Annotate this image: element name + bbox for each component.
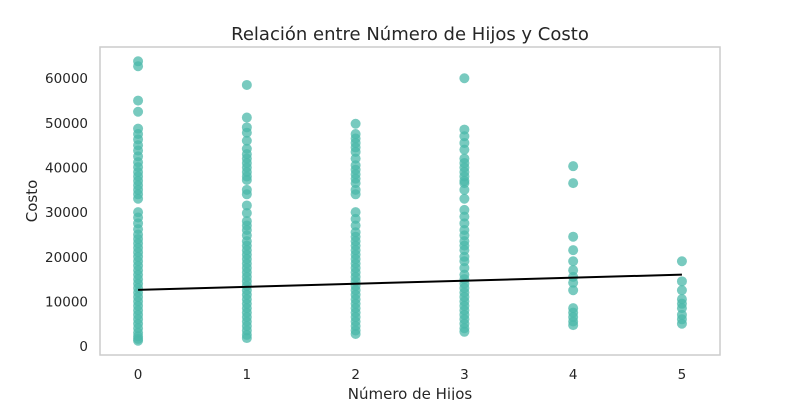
data-point bbox=[133, 106, 144, 117]
x-tick-label: 0 bbox=[134, 367, 143, 383]
data-point bbox=[568, 277, 579, 288]
x-tick-label: 2 bbox=[351, 367, 360, 383]
data-point bbox=[241, 135, 252, 146]
y-tick-label: 10000 bbox=[45, 294, 88, 310]
data-point bbox=[676, 318, 687, 329]
data-point bbox=[241, 79, 252, 90]
data-point bbox=[241, 208, 252, 219]
x-axis-label: Número de Hijos bbox=[348, 385, 473, 400]
data-point bbox=[350, 118, 361, 129]
data-point bbox=[350, 329, 361, 340]
data-point bbox=[676, 285, 687, 296]
data-point bbox=[241, 112, 252, 123]
data-point bbox=[568, 256, 579, 267]
y-tick-label: 50000 bbox=[45, 116, 88, 132]
x-tick-label: 4 bbox=[569, 367, 578, 383]
y-tick-label: 60000 bbox=[45, 71, 88, 87]
chart-title: Relación entre Número de Hijos y Costo bbox=[231, 24, 589, 45]
data-point bbox=[676, 276, 687, 287]
y-tick-label: 0 bbox=[79, 339, 88, 355]
data-point bbox=[676, 256, 687, 267]
data-point bbox=[241, 127, 252, 138]
data-point bbox=[568, 285, 579, 296]
data-point bbox=[459, 73, 470, 84]
data-point bbox=[459, 184, 470, 195]
data-point bbox=[568, 245, 579, 256]
x-axis-ticks: 0 1 2 3 4 5 bbox=[134, 367, 686, 383]
data-point bbox=[133, 335, 144, 346]
regression-line-group bbox=[138, 273, 682, 291]
data-point bbox=[350, 189, 361, 200]
data-point bbox=[568, 178, 579, 189]
data-point bbox=[459, 193, 470, 204]
data-point bbox=[241, 200, 252, 211]
data-point bbox=[568, 231, 579, 242]
y-axis-ticks: 0 10000 20000 30000 40000 50000 60000 bbox=[45, 71, 88, 355]
regression-line bbox=[138, 273, 682, 291]
data-point bbox=[568, 161, 579, 172]
x-tick-label: 5 bbox=[678, 367, 687, 383]
y-tick-label: 40000 bbox=[45, 161, 88, 177]
scatter-points bbox=[133, 56, 687, 346]
data-point bbox=[241, 175, 252, 186]
data-point bbox=[459, 326, 470, 337]
y-axis-label: Costo bbox=[23, 180, 41, 223]
data-point bbox=[133, 61, 144, 72]
y-tick-label: 20000 bbox=[45, 250, 88, 266]
x-tick-label: 3 bbox=[460, 367, 469, 383]
data-point bbox=[133, 193, 144, 204]
data-point bbox=[241, 333, 252, 344]
data-point bbox=[133, 95, 144, 106]
data-point bbox=[459, 144, 470, 155]
data-point bbox=[568, 320, 579, 331]
x-tick-label: 1 bbox=[243, 367, 252, 383]
plot-area-frame bbox=[99, 46, 721, 356]
y-tick-label: 30000 bbox=[45, 205, 88, 221]
data-point bbox=[241, 189, 252, 200]
